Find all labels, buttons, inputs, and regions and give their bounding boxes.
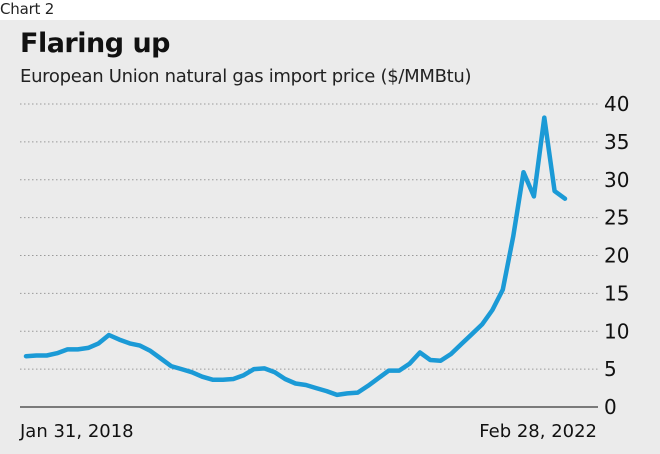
y-tick-label: 15	[604, 281, 629, 305]
y-tick-label: 0	[604, 395, 617, 419]
y-tick-label: 25	[604, 206, 629, 230]
chart-title: Flaring up	[20, 28, 171, 59]
y-tick-label: 30	[604, 168, 629, 192]
y-axis-ticks: 0 5 10 15 20 25 30 35 40	[604, 92, 629, 419]
gridlines	[20, 103, 598, 408]
y-tick-label: 10	[604, 319, 629, 343]
y-tick-label: 35	[604, 130, 629, 154]
y-tick-label: 40	[604, 92, 629, 116]
x-start-label: Jan 31, 2018	[19, 421, 134, 442]
chart-panel	[0, 20, 660, 454]
x-end-label: Feb 28, 2022	[479, 421, 597, 442]
y-tick-label: 20	[604, 244, 629, 268]
series-group	[23, 115, 568, 398]
series-line	[23, 115, 568, 398]
x-axis-labels: Jan 31, 2018 Feb 28, 2022	[19, 421, 597, 442]
y-tick-label: 5	[604, 357, 617, 381]
chart-subtitle: European Union natural gas import price …	[20, 66, 472, 87]
chart-number-label: Chart 2	[0, 0, 55, 18]
